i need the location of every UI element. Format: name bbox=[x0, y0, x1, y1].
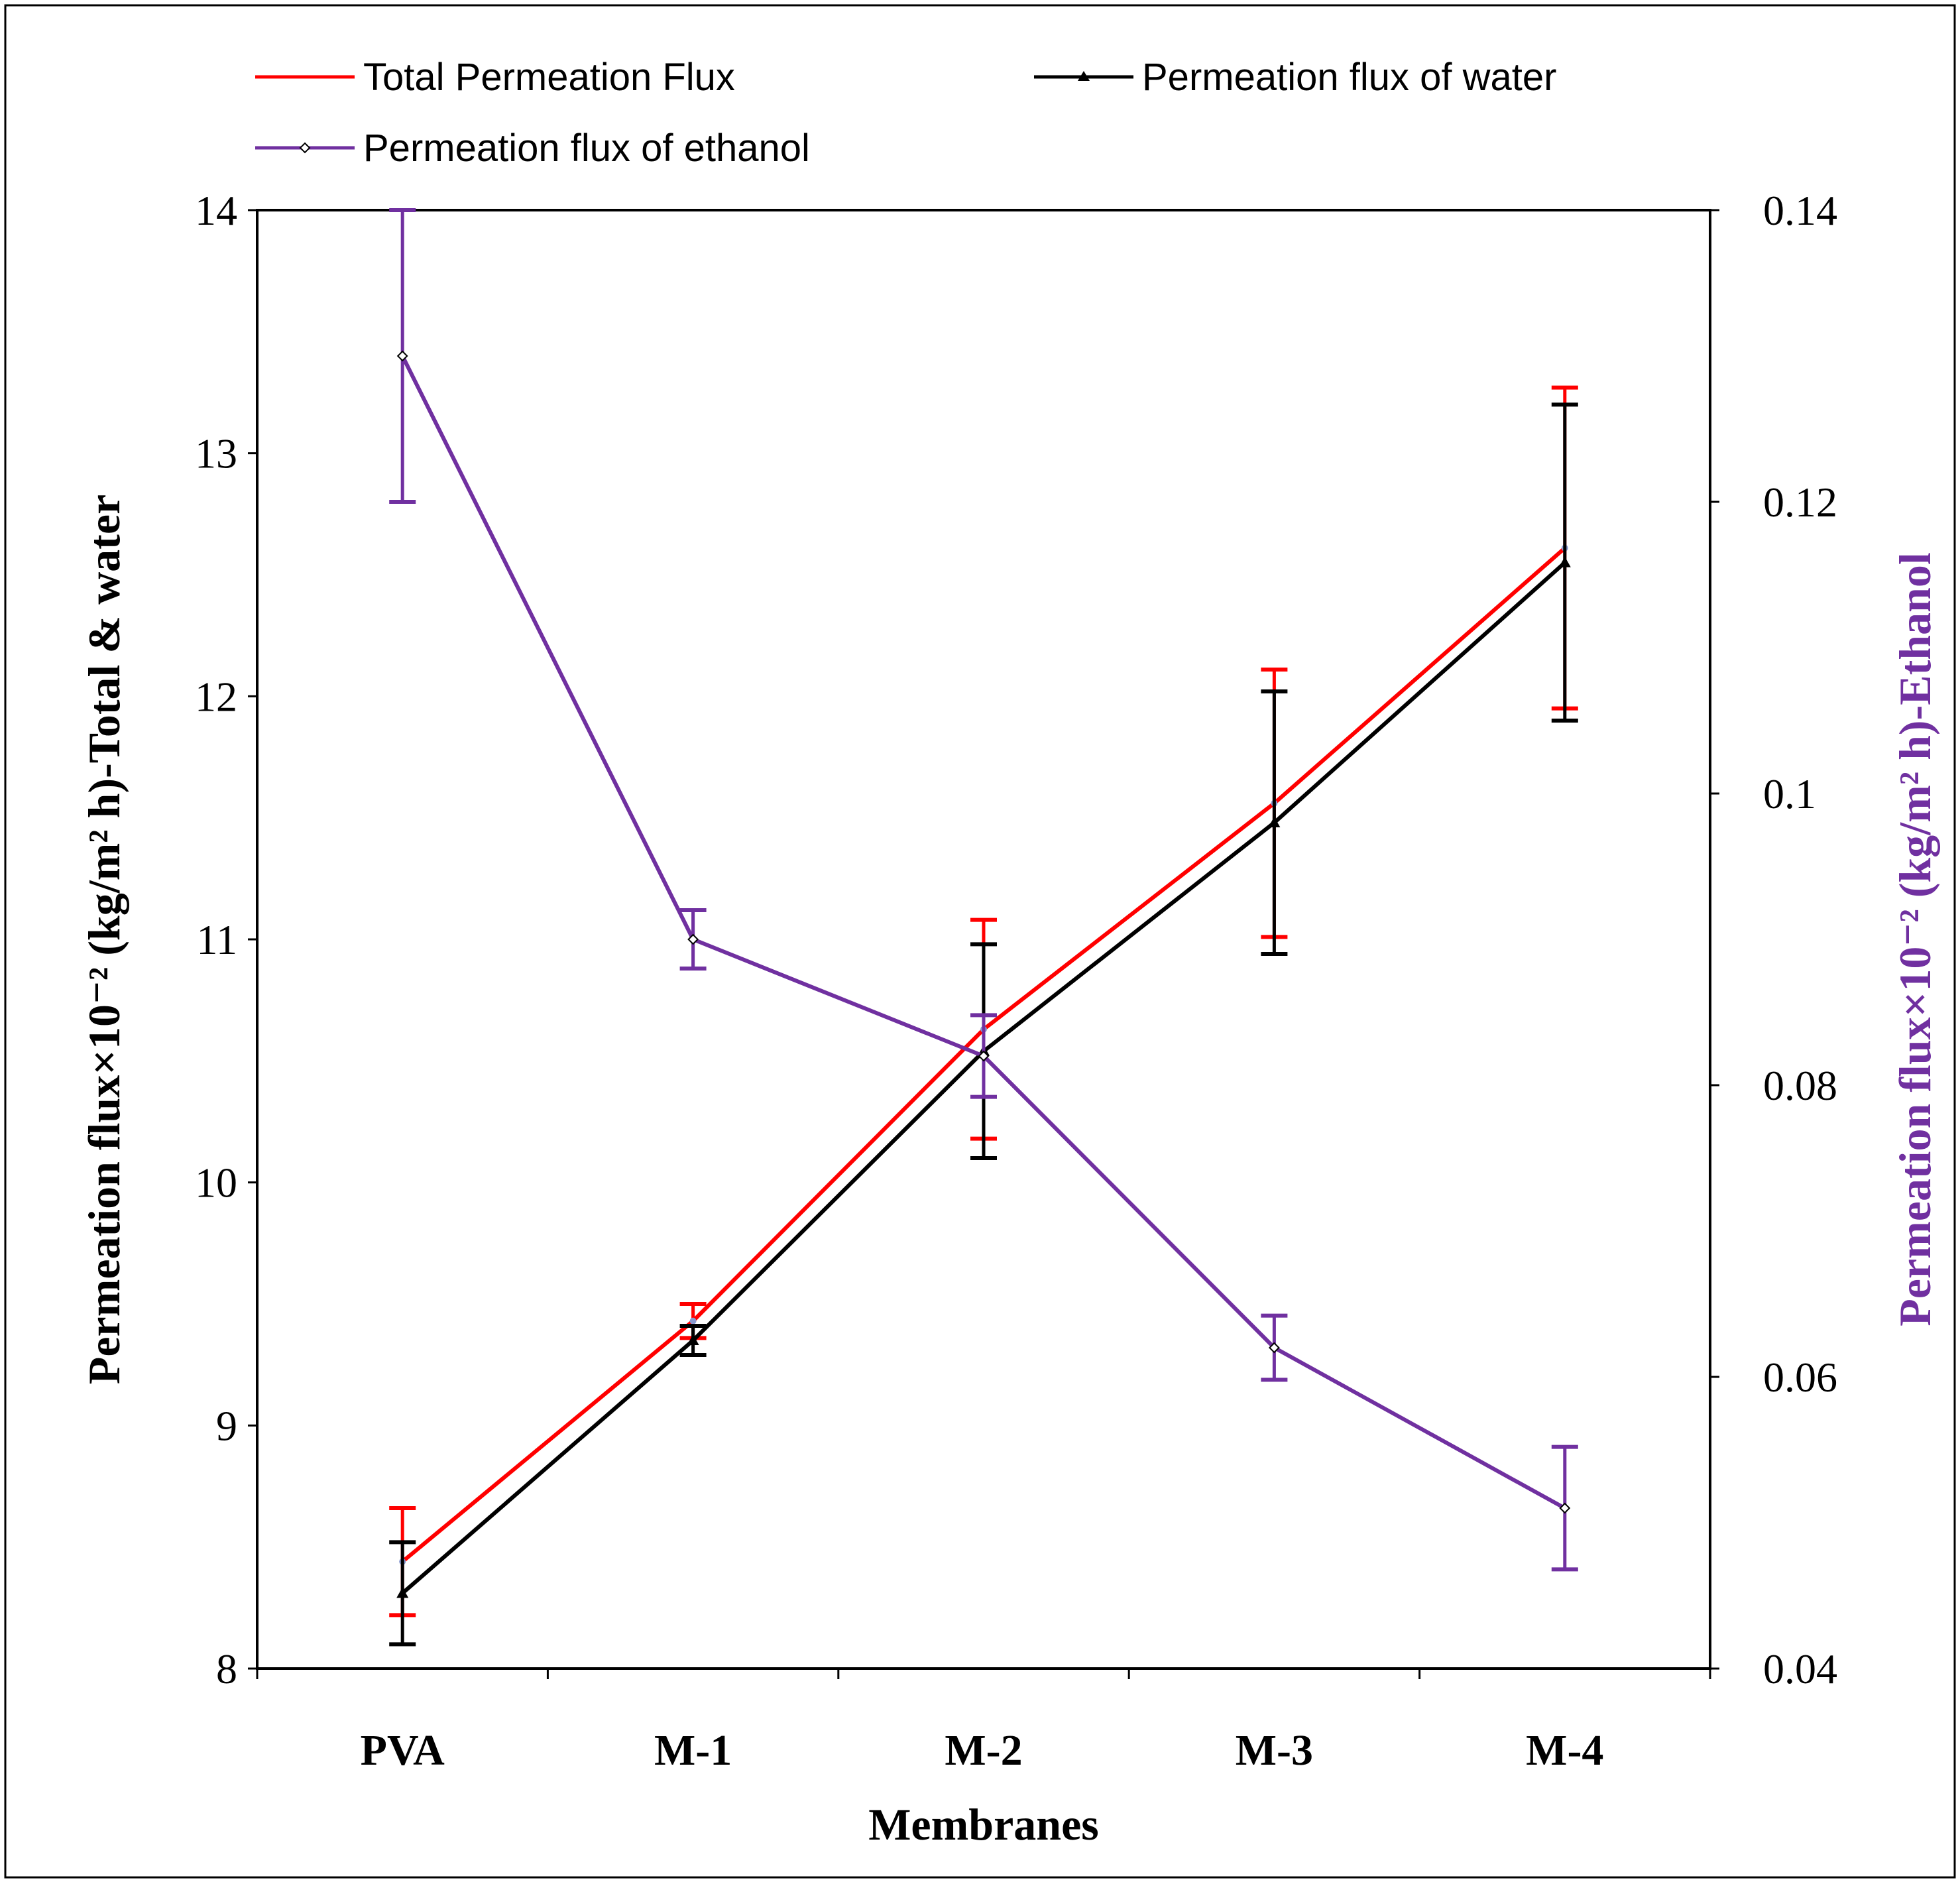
data-point bbox=[978, 1050, 990, 1062]
data-point bbox=[1559, 1502, 1571, 1514]
y-left-tick-label: 13 bbox=[195, 430, 237, 477]
x-category-label: M-1 bbox=[654, 1726, 732, 1775]
x-category-label: M-2 bbox=[945, 1726, 1022, 1775]
data-point bbox=[689, 1317, 697, 1325]
y-right-tick-label: 0.08 bbox=[1763, 1062, 1837, 1109]
data-point bbox=[1558, 556, 1571, 567]
x-axis: PVA M-1 M-2 M-3 M-4 bbox=[256, 1669, 1711, 1775]
legend-marker-ethanol bbox=[299, 142, 311, 154]
x-category-label: PVA bbox=[361, 1726, 445, 1775]
y-left-tick-label: 10 bbox=[195, 1159, 237, 1207]
data-point bbox=[687, 1334, 699, 1345]
y-left-tick-label: 14 bbox=[195, 187, 237, 234]
legend-item-water: Permeation flux of water bbox=[1034, 56, 1556, 99]
series-layer bbox=[389, 208, 1578, 1647]
x-category-label: M-4 bbox=[1526, 1726, 1603, 1775]
x-category-label: M-3 bbox=[1236, 1726, 1313, 1775]
data-point bbox=[396, 1587, 409, 1598]
data-point bbox=[1268, 817, 1281, 827]
legend-label-total: Total Permeation Flux bbox=[363, 56, 735, 99]
y-right-tick-label: 0.06 bbox=[1763, 1354, 1837, 1401]
outer-frame bbox=[4, 4, 1956, 1879]
y-right-tick-label: 0.1 bbox=[1763, 770, 1816, 817]
data-point bbox=[687, 933, 699, 945]
legend-item-ethanol: Permeation flux of ethanol bbox=[255, 127, 810, 170]
y-right-tick-label: 0.12 bbox=[1763, 479, 1837, 526]
legend-item-total: Total Permeation Flux bbox=[255, 56, 735, 99]
legend: Total Permeation Flux Permeation flux of… bbox=[255, 56, 1556, 170]
y-left-tick-label: 12 bbox=[195, 673, 237, 720]
series-2 bbox=[389, 208, 1578, 1572]
y-left-axis-title: Permeation flux×10⁻² (kg/m² h)-Total & w… bbox=[79, 495, 129, 1384]
y-right-axis: 0.04 0.06 0.08 0.1 0.12 0.14 bbox=[1710, 187, 1837, 1692]
y-left-tick-label: 11 bbox=[196, 916, 237, 963]
data-point bbox=[396, 350, 408, 362]
y-right-tick-label: 0.04 bbox=[1763, 1645, 1837, 1692]
legend-label-ethanol: Permeation flux of ethanol bbox=[363, 127, 810, 170]
y-left-axis: 8 9 10 11 12 13 14 bbox=[195, 187, 257, 1692]
y-left-tick-label: 8 bbox=[216, 1645, 237, 1692]
legend-marker-water bbox=[1078, 71, 1090, 81]
y-left-tick-label: 9 bbox=[216, 1402, 237, 1449]
x-axis-title: Membranes bbox=[868, 1799, 1098, 1850]
y-right-axis-title: Permeation flux×10⁻² (kg/m² h)-Ethanol bbox=[1890, 552, 1940, 1326]
y-right-tick-label: 0.14 bbox=[1763, 187, 1837, 234]
data-point bbox=[1268, 1342, 1280, 1354]
legend-label-water: Permeation flux of water bbox=[1142, 56, 1556, 99]
